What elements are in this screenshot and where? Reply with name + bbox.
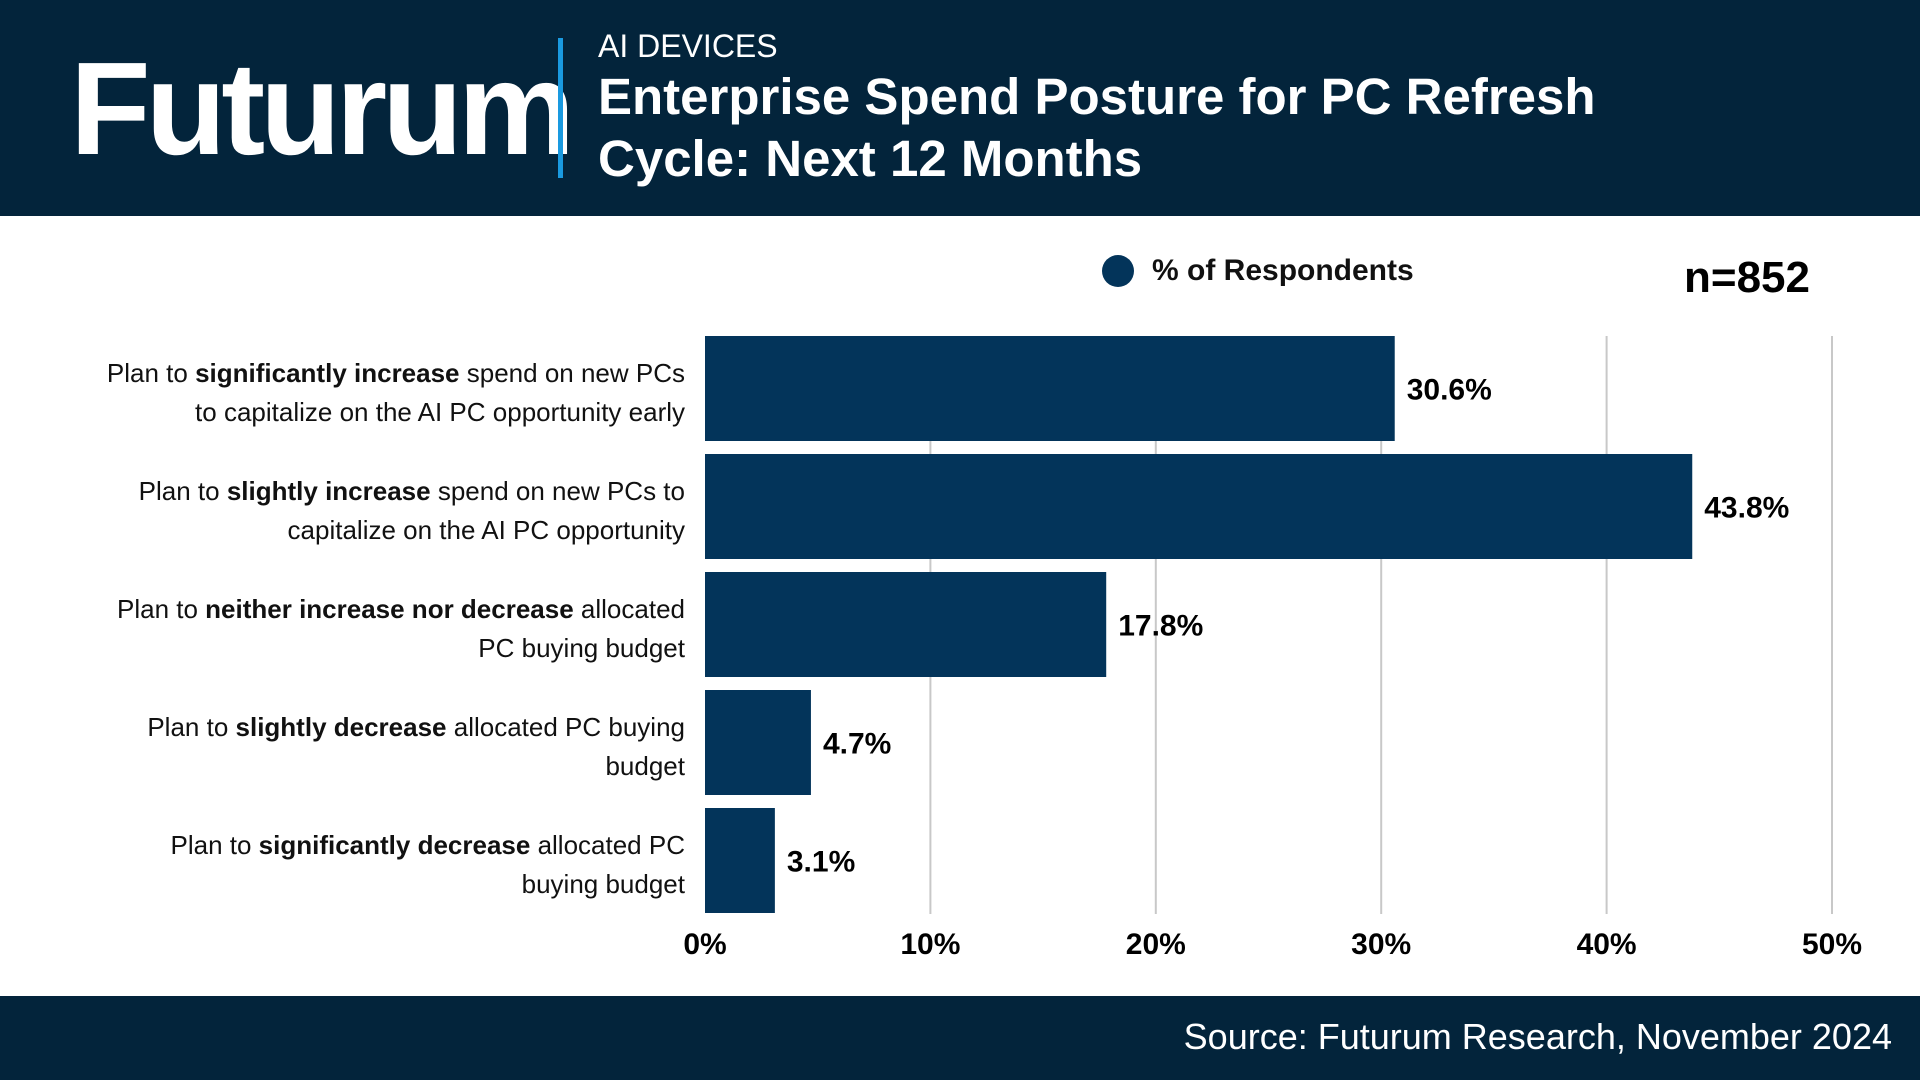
sample-size: n=852 <box>1684 253 1810 302</box>
bar <box>705 454 1693 559</box>
value-label: 30.6% <box>1407 374 1492 407</box>
legend-marker <box>1102 255 1134 287</box>
category-label: Plan to slightly increase spend on new P… <box>139 476 685 545</box>
source-note: Source: Futurum Research, November 2024 <box>1183 1016 1892 1057</box>
footer-banner: Source: Futurum Research, November 2024 <box>0 996 1920 1080</box>
value-label: 43.8% <box>1704 492 1789 525</box>
bar <box>705 572 1107 677</box>
bar <box>705 336 1395 441</box>
x-tick-label: 10% <box>900 928 960 961</box>
futurum-logo: Futurum <box>70 35 575 182</box>
bar-chart: 0% 10% 20% 30% 40% 50% 30.6% Plan to significan… <box>107 253 1862 961</box>
header-banner: Futurum AI DEVICES Enterprise Spend Post… <box>0 0 1920 216</box>
category-kicker: AI DEVICES <box>598 28 778 64</box>
value-label: 4.7% <box>823 728 891 761</box>
x-tick-label: 20% <box>1126 928 1186 961</box>
category-label: Plan to neither increase nor decrease al… <box>117 594 686 663</box>
x-tick-label: 40% <box>1577 928 1637 961</box>
chart-title: Enterprise Spend Posture for PC Refresh … <box>598 68 1596 187</box>
x-tick-label: 50% <box>1802 928 1862 961</box>
x-tick-label: 0% <box>683 928 726 961</box>
category-label: Plan to slightly decrease allocated PC b… <box>147 712 685 781</box>
value-label: 3.1% <box>787 846 855 879</box>
value-label: 17.8% <box>1118 610 1203 643</box>
header-divider <box>558 38 563 178</box>
category-label: Plan to significantly increase spend on … <box>107 358 685 427</box>
category-label: Plan to significantly decrease allocated… <box>170 830 685 899</box>
bar <box>705 808 775 913</box>
bar <box>705 690 811 795</box>
x-tick-label: 30% <box>1351 928 1411 961</box>
legend-label: % of Respondents <box>1152 254 1414 287</box>
